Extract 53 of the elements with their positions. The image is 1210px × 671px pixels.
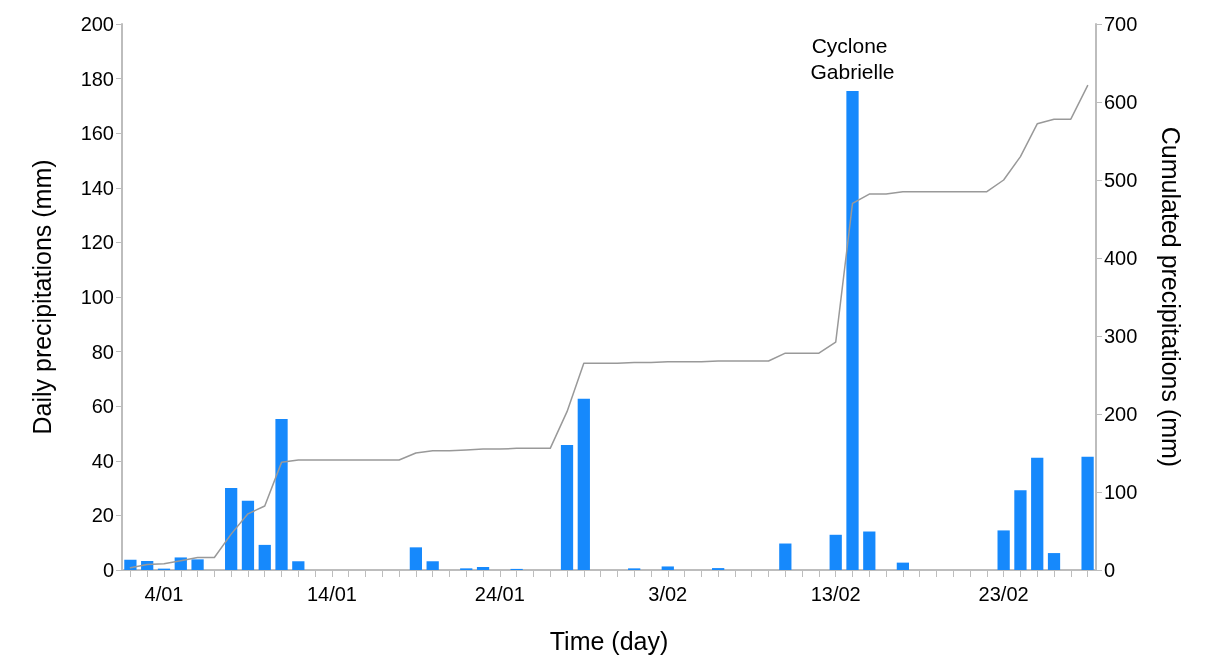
y-tick-label: 0: [102, 559, 114, 581]
annotation: Cyclone Gabrielle: [810, 34, 895, 84]
bar: [426, 561, 439, 570]
x-tick-label: 14/01: [306, 583, 357, 605]
bar: [476, 567, 490, 570]
bar: [829, 534, 842, 570]
y2-tick-label: 100: [1104, 481, 1138, 503]
x-tick-label: 23/02: [978, 583, 1029, 605]
bar: [661, 566, 674, 570]
x-tick-label: 24/01: [474, 583, 525, 605]
bar: [896, 562, 910, 570]
bar: [997, 530, 1010, 570]
bar: [225, 488, 238, 570]
line-series: [129, 84, 1089, 569]
bar: [1014, 490, 1027, 570]
bar: [409, 547, 423, 570]
bar: [241, 500, 255, 570]
bar: [1081, 456, 1094, 570]
bar: [577, 398, 590, 570]
y2-tick-label: 200: [1104, 403, 1138, 425]
x-tick-label: 13/02: [810, 583, 861, 605]
bar: [846, 90, 859, 570]
bar: [779, 543, 792, 570]
y2-tick-label: 300: [1104, 325, 1138, 347]
bar: [863, 531, 876, 570]
bar: [275, 419, 288, 570]
y2-tick-label: 700: [1104, 13, 1138, 35]
y2-tick-label: 500: [1104, 169, 1138, 191]
y-tick-label: 60: [91, 395, 114, 418]
bar: [1047, 553, 1061, 570]
y-tick-label: 160: [80, 122, 114, 145]
bar: [191, 559, 204, 570]
bar: [292, 561, 305, 570]
y2-tick-label: 400: [1104, 247, 1138, 269]
y-tick-label: 180: [80, 67, 114, 90]
y-tick-label: 120: [80, 231, 114, 254]
x-axis-title: Time (day): [549, 626, 669, 655]
bar: [1031, 457, 1044, 570]
y-tick-label: 40: [91, 449, 114, 472]
bar: [258, 544, 271, 570]
x-tick-label: 4/01: [144, 583, 184, 605]
bar: [560, 444, 574, 570]
y2-tick-label: 600: [1104, 91, 1138, 113]
y2-tick-label: 0: [1104, 559, 1116, 581]
x-tick-label: 3/02: [648, 583, 688, 605]
y-tick-label: 20: [91, 504, 114, 527]
bar: [124, 559, 137, 570]
y-tick-label: 80: [91, 340, 114, 363]
y-tick-label: 100: [80, 286, 114, 308]
y2-axis-title: Cumulated precipitations (mm): [1156, 126, 1185, 468]
y-axis-title: Daily precipitations (mm): [27, 159, 56, 435]
y-tick-label: 200: [80, 13, 114, 35]
y-tick-label: 140: [80, 176, 114, 199]
